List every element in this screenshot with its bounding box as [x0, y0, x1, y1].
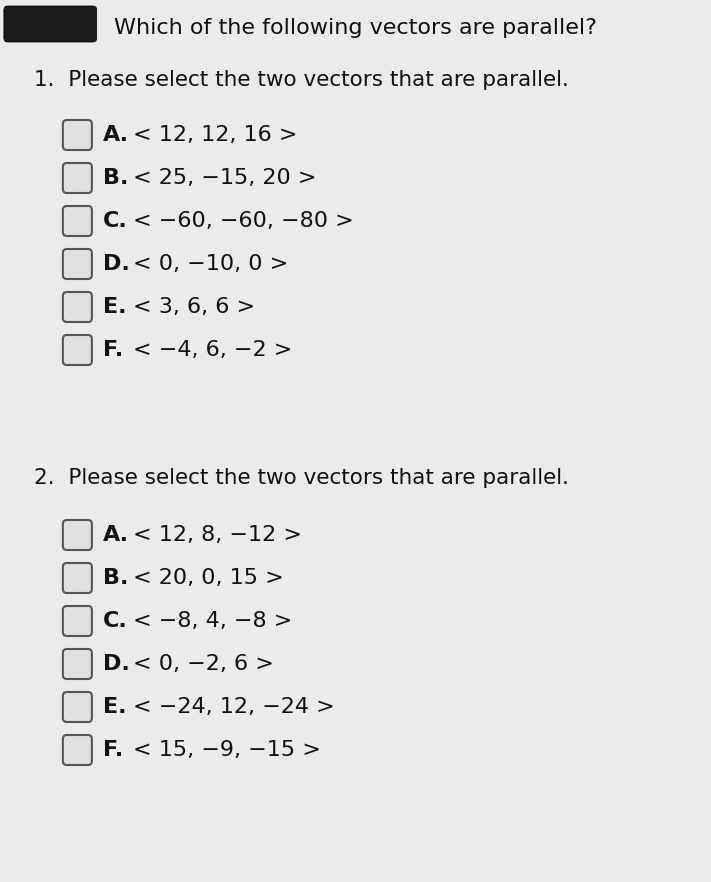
Text: < 25, −15, 20 >: < 25, −15, 20 > [134, 168, 317, 188]
FancyBboxPatch shape [63, 335, 92, 365]
Text: < 0, −10, 0 >: < 0, −10, 0 > [134, 254, 289, 274]
Text: C.: C. [102, 211, 127, 231]
Text: A.: A. [102, 525, 129, 545]
Text: < −4, 6, −2 >: < −4, 6, −2 > [134, 340, 293, 360]
Text: F.: F. [102, 340, 123, 360]
Text: D.: D. [102, 654, 129, 674]
Text: < −8, 4, −8 >: < −8, 4, −8 > [134, 611, 293, 631]
FancyBboxPatch shape [63, 292, 92, 322]
FancyBboxPatch shape [63, 520, 92, 550]
FancyBboxPatch shape [63, 692, 92, 722]
Text: < 12, 12, 16 >: < 12, 12, 16 > [134, 125, 298, 145]
Text: < 15, −9, −15 >: < 15, −9, −15 > [134, 740, 321, 760]
Text: E.: E. [102, 297, 126, 317]
Text: < −60, −60, −80 >: < −60, −60, −80 > [134, 211, 354, 231]
FancyBboxPatch shape [4, 6, 97, 42]
Text: A.: A. [102, 125, 129, 145]
FancyBboxPatch shape [63, 735, 92, 765]
Text: E.: E. [102, 697, 126, 717]
FancyBboxPatch shape [63, 249, 92, 279]
FancyBboxPatch shape [63, 649, 92, 679]
FancyBboxPatch shape [63, 563, 92, 593]
Text: B.: B. [102, 168, 128, 188]
Text: C.: C. [102, 611, 127, 631]
Text: < 3, 6, 6 >: < 3, 6, 6 > [134, 297, 255, 317]
Text: B.: B. [102, 568, 128, 588]
Text: < 12, 8, −12 >: < 12, 8, −12 > [134, 525, 302, 545]
Text: D.: D. [102, 254, 129, 274]
FancyBboxPatch shape [63, 606, 92, 636]
FancyBboxPatch shape [63, 120, 92, 150]
Text: < 20, 0, 15 >: < 20, 0, 15 > [134, 568, 284, 588]
Text: 1.  Please select the two vectors that are parallel.: 1. Please select the two vectors that ar… [34, 70, 569, 90]
FancyBboxPatch shape [63, 163, 92, 193]
Text: F.: F. [102, 740, 123, 760]
FancyBboxPatch shape [63, 206, 92, 236]
Text: 2.  Please select the two vectors that are parallel.: 2. Please select the two vectors that ar… [34, 468, 569, 488]
Text: Which of the following vectors are parallel?: Which of the following vectors are paral… [114, 18, 597, 38]
Text: < 0, −2, 6 >: < 0, −2, 6 > [134, 654, 274, 674]
Text: < −24, 12, −24 >: < −24, 12, −24 > [134, 697, 335, 717]
